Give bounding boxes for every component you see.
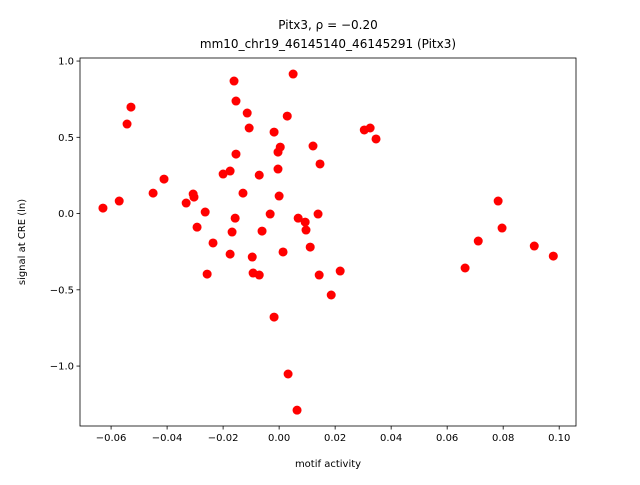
data-point [200, 207, 210, 217]
data-point [269, 127, 279, 137]
x-tick-label: −0.02 [208, 433, 239, 444]
data-point [114, 196, 124, 206]
data-point [230, 213, 240, 223]
x-tick-label: 0.02 [324, 433, 346, 444]
y-tick-label: 1.0 [58, 57, 74, 68]
data-point [244, 123, 254, 133]
data-point [192, 222, 202, 232]
data-point [225, 249, 235, 259]
data-point [313, 209, 323, 219]
data-point [292, 405, 302, 415]
data-point [218, 169, 228, 179]
data-point [122, 119, 132, 129]
data-point [315, 159, 325, 169]
data-point [301, 225, 311, 235]
y-tick-label: 0.5 [58, 133, 74, 144]
data-point [529, 241, 539, 251]
data-point [314, 270, 324, 280]
data-point [473, 236, 483, 246]
y-axis-label: signal at CRE (ln) [17, 199, 28, 285]
x-tick-label: 0.08 [492, 433, 514, 444]
data-point [326, 290, 336, 300]
data-point [257, 226, 267, 236]
data-point [300, 217, 310, 227]
x-tick-label: 0.04 [380, 433, 402, 444]
data-point [548, 251, 558, 261]
data-point [148, 188, 158, 198]
x-tick-label: 0.10 [548, 433, 570, 444]
plot-frame [79, 57, 577, 427]
data-point [159, 174, 169, 184]
data-point [231, 96, 241, 106]
data-point [493, 196, 503, 206]
data-point [247, 252, 257, 262]
data-point [238, 188, 248, 198]
data-point [225, 166, 235, 176]
data-point [283, 369, 293, 379]
data-point [365, 123, 375, 133]
data-point [254, 170, 264, 180]
data-point [231, 149, 241, 159]
data-point [288, 69, 298, 79]
data-point [126, 102, 136, 112]
data-point [305, 242, 315, 252]
data-point [227, 227, 237, 237]
data-point [98, 203, 108, 213]
y-tick-label: −1.0 [50, 362, 74, 373]
data-point [273, 164, 283, 174]
data-point [269, 312, 279, 322]
data-point [202, 269, 212, 279]
data-point [265, 209, 275, 219]
data-point [242, 108, 252, 118]
y-tick-label: −0.5 [50, 285, 74, 296]
data-point [282, 111, 292, 121]
x-axis: −0.06 −0.04 −0.02 0.00 0.02 0.04 0.06 0.08 0.10 [96, 426, 570, 444]
data-point [371, 134, 381, 144]
x-axis-label: motif activity [295, 459, 361, 470]
chart-title-line2: mm10_chr19_46145140_46145291 (Pitx3) [200, 37, 456, 51]
data-point [275, 142, 285, 152]
x-tick-label: 0.00 [268, 433, 290, 444]
x-tick-label: −0.06 [96, 433, 127, 444]
data-point [229, 76, 239, 86]
data-point [293, 213, 303, 223]
data-point [278, 247, 288, 257]
data-point [208, 238, 218, 248]
data-point [181, 198, 191, 208]
chart-title-line1: Pitx3, ρ = −0.20 [278, 18, 377, 32]
x-tick-label: −0.04 [152, 433, 183, 444]
data-point [497, 223, 507, 233]
x-tick-label: 0.06 [436, 433, 458, 444]
data-point [308, 141, 318, 151]
y-axis: −1.0 −0.5 0.0 0.5 1.0 [50, 57, 80, 373]
data-point [254, 270, 264, 280]
data-point [189, 192, 199, 202]
data-point [335, 266, 345, 276]
data-point [460, 263, 470, 273]
data-point [274, 191, 284, 201]
y-tick-label: 0.0 [58, 209, 74, 220]
points-layer [98, 69, 558, 415]
